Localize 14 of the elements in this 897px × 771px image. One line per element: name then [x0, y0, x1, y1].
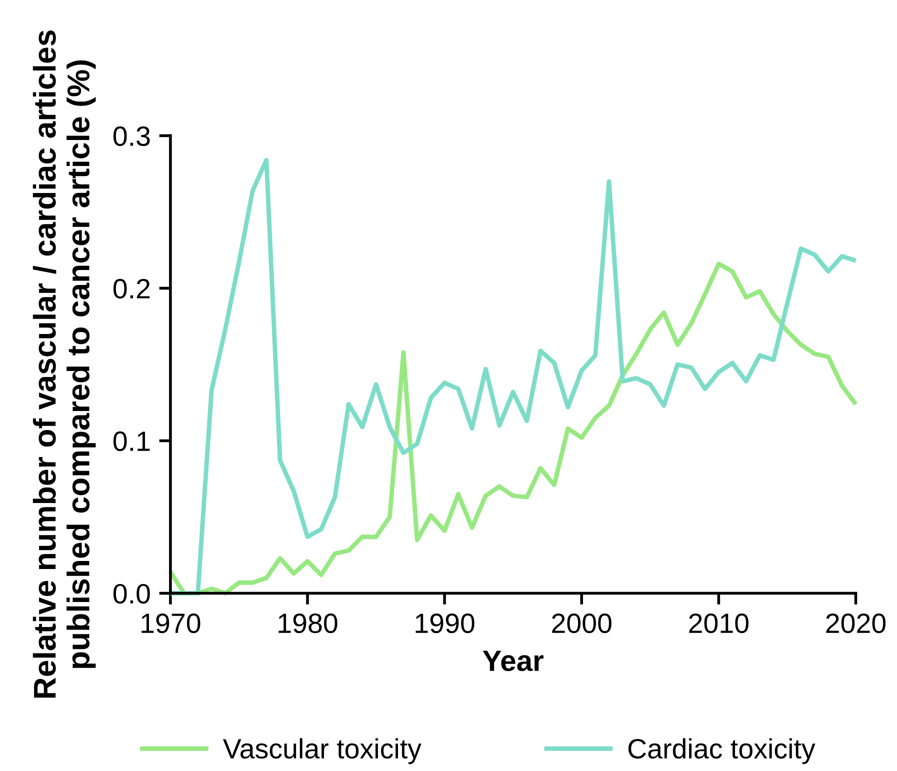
y-tick-label: 0.1 [113, 431, 150, 452]
legend-label: Vascular toxicity [222, 738, 422, 764]
x-tick-label: 2000 [552, 613, 612, 634]
legend-label: Cardiac toxicity [628, 738, 816, 764]
x-tick-label: 2010 [689, 613, 748, 634]
y-axis-title: Relative number of vascular / cardiac articles published compared to cancer article (%) [32, 30, 96, 698]
x-axis-title: Year [482, 650, 544, 672]
y-tick-label: 0.2 [113, 278, 150, 299]
x-tick-label: 1990 [416, 613, 474, 634]
x-tick-label: 1970 [142, 613, 200, 634]
y-tick-label: 0.3 [113, 126, 150, 146]
x-tick-label: 2020 [826, 613, 886, 634]
y-tick-label: 0.0 [113, 584, 150, 604]
x-tick-label: 1980 [278, 613, 338, 634]
